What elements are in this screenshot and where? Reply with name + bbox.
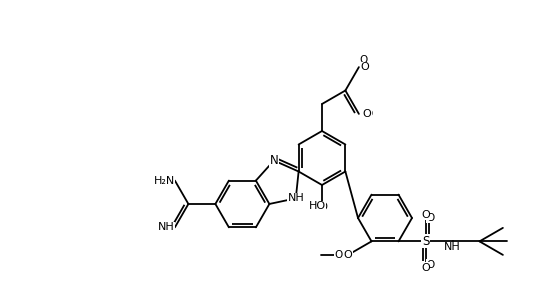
Text: NH: NH <box>157 222 173 232</box>
Text: NH: NH <box>158 222 175 232</box>
Text: N: N <box>270 155 278 166</box>
Text: NH: NH <box>287 193 304 203</box>
Text: O: O <box>360 62 369 72</box>
Text: O: O <box>363 109 371 119</box>
Text: H₂N: H₂N <box>153 175 175 186</box>
Text: H₂N: H₂N <box>153 175 173 186</box>
Text: O: O <box>360 55 368 65</box>
Text: O: O <box>426 260 435 270</box>
Text: O: O <box>421 210 430 220</box>
Text: HO: HO <box>308 201 325 211</box>
Text: O: O <box>344 250 353 260</box>
Text: O: O <box>426 213 435 223</box>
Text: S: S <box>422 235 429 248</box>
Text: N: N <box>270 154 278 167</box>
Text: O: O <box>421 263 430 273</box>
Text: S: S <box>422 236 429 246</box>
Text: NH: NH <box>444 242 461 252</box>
Text: NH: NH <box>288 193 304 203</box>
Text: O: O <box>335 250 343 260</box>
Text: NH: NH <box>445 242 460 252</box>
Text: O: O <box>365 109 373 119</box>
Text: HO: HO <box>312 202 328 212</box>
